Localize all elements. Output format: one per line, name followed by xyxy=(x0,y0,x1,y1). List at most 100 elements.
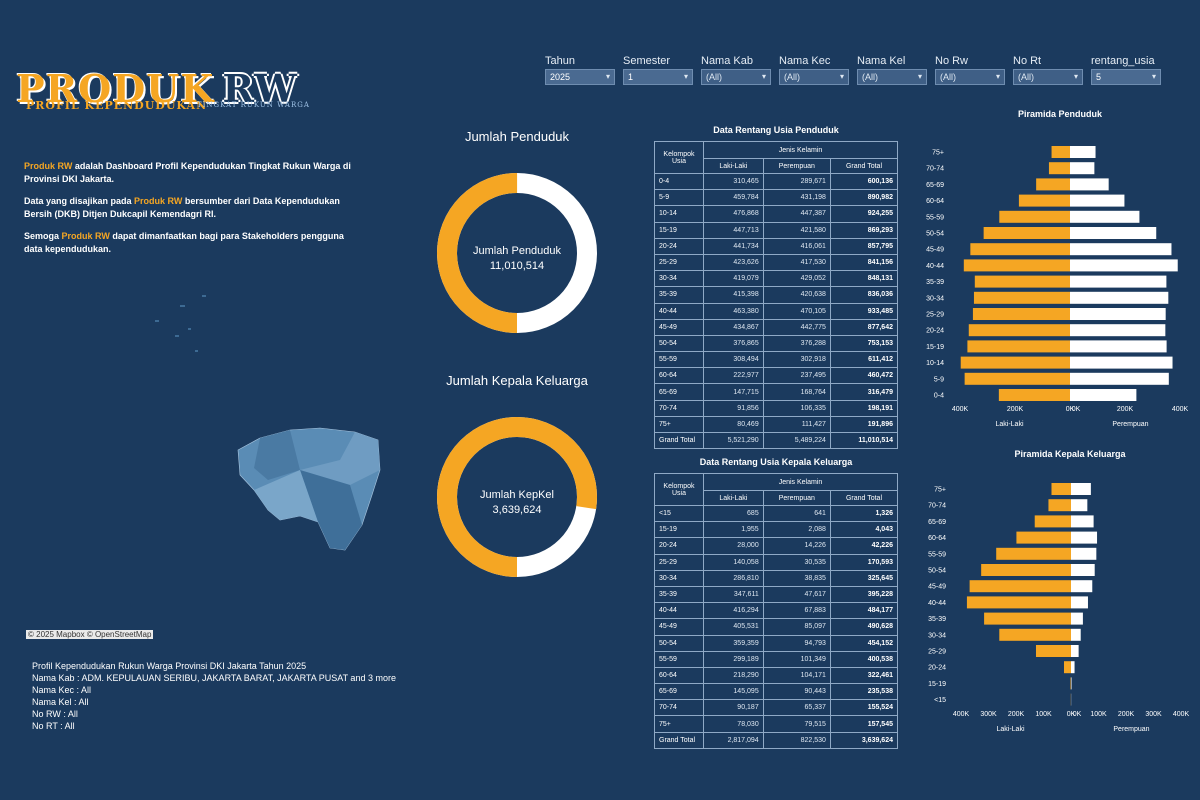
male-bar[interactable] xyxy=(1048,162,1070,175)
table-row[interactable]: Grand Total 2,817,094 822,530 3,639,624 xyxy=(654,731,899,749)
table-row[interactable]: 60-64 222,977 237,495 460,472 xyxy=(654,367,899,385)
table-row[interactable]: 5-9 459,784 431,198 890,982 xyxy=(654,189,899,207)
female-bar[interactable] xyxy=(1070,227,1157,239)
table-row[interactable]: Grand Total 5,521,290 5,489,224 11,010,514 xyxy=(654,431,899,450)
female-bar[interactable] xyxy=(1070,162,1095,175)
donut2-value-arc[interactable] xyxy=(437,417,597,577)
table-row[interactable]: 40-44 463,380 470,105 933,485 xyxy=(654,302,899,320)
table-row[interactable]: 45-49 405,531 85,097 490,628 xyxy=(654,618,899,636)
female-bar[interactable] xyxy=(1071,483,1091,495)
male-bar[interactable] xyxy=(1016,531,1071,544)
filter-dropdown[interactable]: (All) ▾ xyxy=(1013,69,1083,85)
table-row[interactable]: 20-24 28,000 14,226 42,226 xyxy=(654,537,899,555)
female-bar[interactable] xyxy=(1071,499,1088,512)
table-row[interactable]: 50-54 359,359 94,793 454,152 xyxy=(654,634,899,652)
filter-dropdown[interactable]: 2025 ▾ xyxy=(545,69,615,85)
female-bar[interactable] xyxy=(1070,389,1137,401)
table-row[interactable]: 75+ 78,030 79,515 157,545 xyxy=(654,715,899,733)
male-bar[interactable] xyxy=(1064,661,1071,674)
pyramid-penduduk[interactable]: 75+ 70-74 65-69 60-64 55-59 50-54 45-49 40-44 35… xyxy=(920,130,1190,440)
female-bar[interactable] xyxy=(1071,628,1081,641)
map-region[interactable] xyxy=(300,470,362,550)
male-bar[interactable] xyxy=(970,243,1070,256)
male-bar[interactable] xyxy=(966,596,1071,609)
filter-dropdown[interactable]: (All) ▾ xyxy=(701,69,771,85)
filter-dropdown[interactable]: 5 ▾ xyxy=(1091,69,1161,85)
table-row[interactable]: 25-29 140,058 30,535 170,593 xyxy=(654,553,899,571)
filter-dropdown[interactable]: (All) ▾ xyxy=(935,69,1005,85)
male-bar[interactable] xyxy=(996,547,1071,560)
table-row[interactable]: 40-44 416,294 67,883 484,177 xyxy=(654,602,899,620)
female-bar[interactable] xyxy=(1071,645,1079,657)
female-bar[interactable] xyxy=(1071,547,1097,560)
female-bar[interactable] xyxy=(1070,178,1109,191)
table-row[interactable]: 65-69 145,095 90,443 235,538 xyxy=(654,683,899,701)
male-bar[interactable] xyxy=(983,227,1070,239)
male-bar[interactable] xyxy=(973,291,1070,304)
female-bar[interactable] xyxy=(1070,194,1125,207)
female-bar[interactable] xyxy=(1071,612,1083,625)
female-bar[interactable] xyxy=(1070,146,1096,158)
filter-dropdown[interactable]: (All) ▾ xyxy=(779,69,849,85)
jakarta-map[interactable] xyxy=(150,280,410,580)
donut-kepkel[interactable] xyxy=(436,416,598,578)
filter-dropdown[interactable]: (All) ▾ xyxy=(857,69,927,85)
table-row[interactable]: 35-39 415,398 420,638 836,036 xyxy=(654,286,899,304)
female-bar[interactable] xyxy=(1071,564,1095,576)
female-bar[interactable] xyxy=(1070,291,1169,304)
male-bar[interactable] xyxy=(972,308,1070,320)
map-region[interactable] xyxy=(254,430,300,480)
table-row[interactable]: 50-54 376,865 376,288 753,153 xyxy=(654,334,899,353)
female-bar[interactable] xyxy=(1070,243,1172,256)
table-row[interactable]: 15-19 447,713 421,580 869,293 xyxy=(654,221,899,239)
table-row[interactable]: 60-64 218,290 104,171 322,461 xyxy=(654,666,899,685)
male-bar[interactable] xyxy=(963,259,1070,272)
male-bar[interactable] xyxy=(981,564,1071,576)
female-bar[interactable] xyxy=(1070,372,1169,385)
male-bar[interactable] xyxy=(967,340,1070,353)
table-row[interactable]: 75+ 80,469 111,427 191,896 xyxy=(654,415,899,434)
filter-dropdown[interactable]: 1 ▾ xyxy=(623,69,693,85)
table-row[interactable]: 70-74 90,187 65,337 155,524 xyxy=(654,699,899,717)
table-row[interactable]: 30-34 419,079 429,052 848,131 xyxy=(654,270,899,288)
male-bar[interactable] xyxy=(999,210,1070,223)
male-bar[interactable] xyxy=(974,275,1070,288)
donut1-value-arc[interactable] xyxy=(437,173,597,333)
female-bar[interactable] xyxy=(1070,340,1167,353)
table-row[interactable]: 30-34 286,810 38,835 325,645 xyxy=(654,569,899,587)
female-bar[interactable] xyxy=(1071,531,1098,544)
table-row[interactable]: 25-29 423,626 417,530 841,156 xyxy=(654,253,899,272)
table-row[interactable]: 10-14 476,868 447,387 924,255 xyxy=(654,205,899,223)
donut-penduduk[interactable] xyxy=(436,172,598,334)
female-bar[interactable] xyxy=(1070,324,1166,337)
table-row[interactable]: 45-49 434,867 442,775 877,642 xyxy=(654,318,899,336)
male-bar[interactable] xyxy=(1048,499,1071,512)
male-bar[interactable] xyxy=(998,389,1070,401)
male-bar[interactable] xyxy=(1036,178,1070,191)
table-row[interactable]: 20-24 441,734 416,061 857,795 xyxy=(654,237,899,255)
male-bar[interactable] xyxy=(968,324,1070,337)
female-bar[interactable] xyxy=(1071,515,1094,528)
map-region[interactable] xyxy=(254,470,318,522)
female-bar[interactable] xyxy=(1070,259,1178,272)
table-row[interactable]: <15 685 641 1,326 xyxy=(654,504,899,523)
female-bar[interactable] xyxy=(1071,580,1093,593)
female-bar[interactable] xyxy=(1071,661,1075,674)
map-region[interactable] xyxy=(300,432,380,485)
male-bar[interactable] xyxy=(960,356,1070,369)
map-credit[interactable]: © 2025 Mapbox © OpenStreetMap xyxy=(26,630,154,639)
male-bar[interactable] xyxy=(964,372,1070,385)
female-bar[interactable] xyxy=(1070,308,1166,320)
male-bar[interactable] xyxy=(984,612,1071,625)
male-bar[interactable] xyxy=(1034,515,1071,528)
female-bar[interactable] xyxy=(1070,210,1140,223)
male-bar[interactable] xyxy=(999,628,1071,641)
male-bar[interactable] xyxy=(1051,146,1070,158)
female-bar[interactable] xyxy=(1070,356,1173,369)
female-bar[interactable] xyxy=(1071,677,1072,690)
table-row[interactable]: 55-59 299,189 101,349 400,538 xyxy=(654,650,899,668)
female-bar[interactable] xyxy=(1070,275,1167,288)
male-bar[interactable] xyxy=(1035,645,1071,657)
table-row[interactable]: 70-74 91,856 106,335 198,191 xyxy=(654,399,899,417)
table-row[interactable]: 35-39 347,611 47,617 395,228 xyxy=(654,585,899,604)
